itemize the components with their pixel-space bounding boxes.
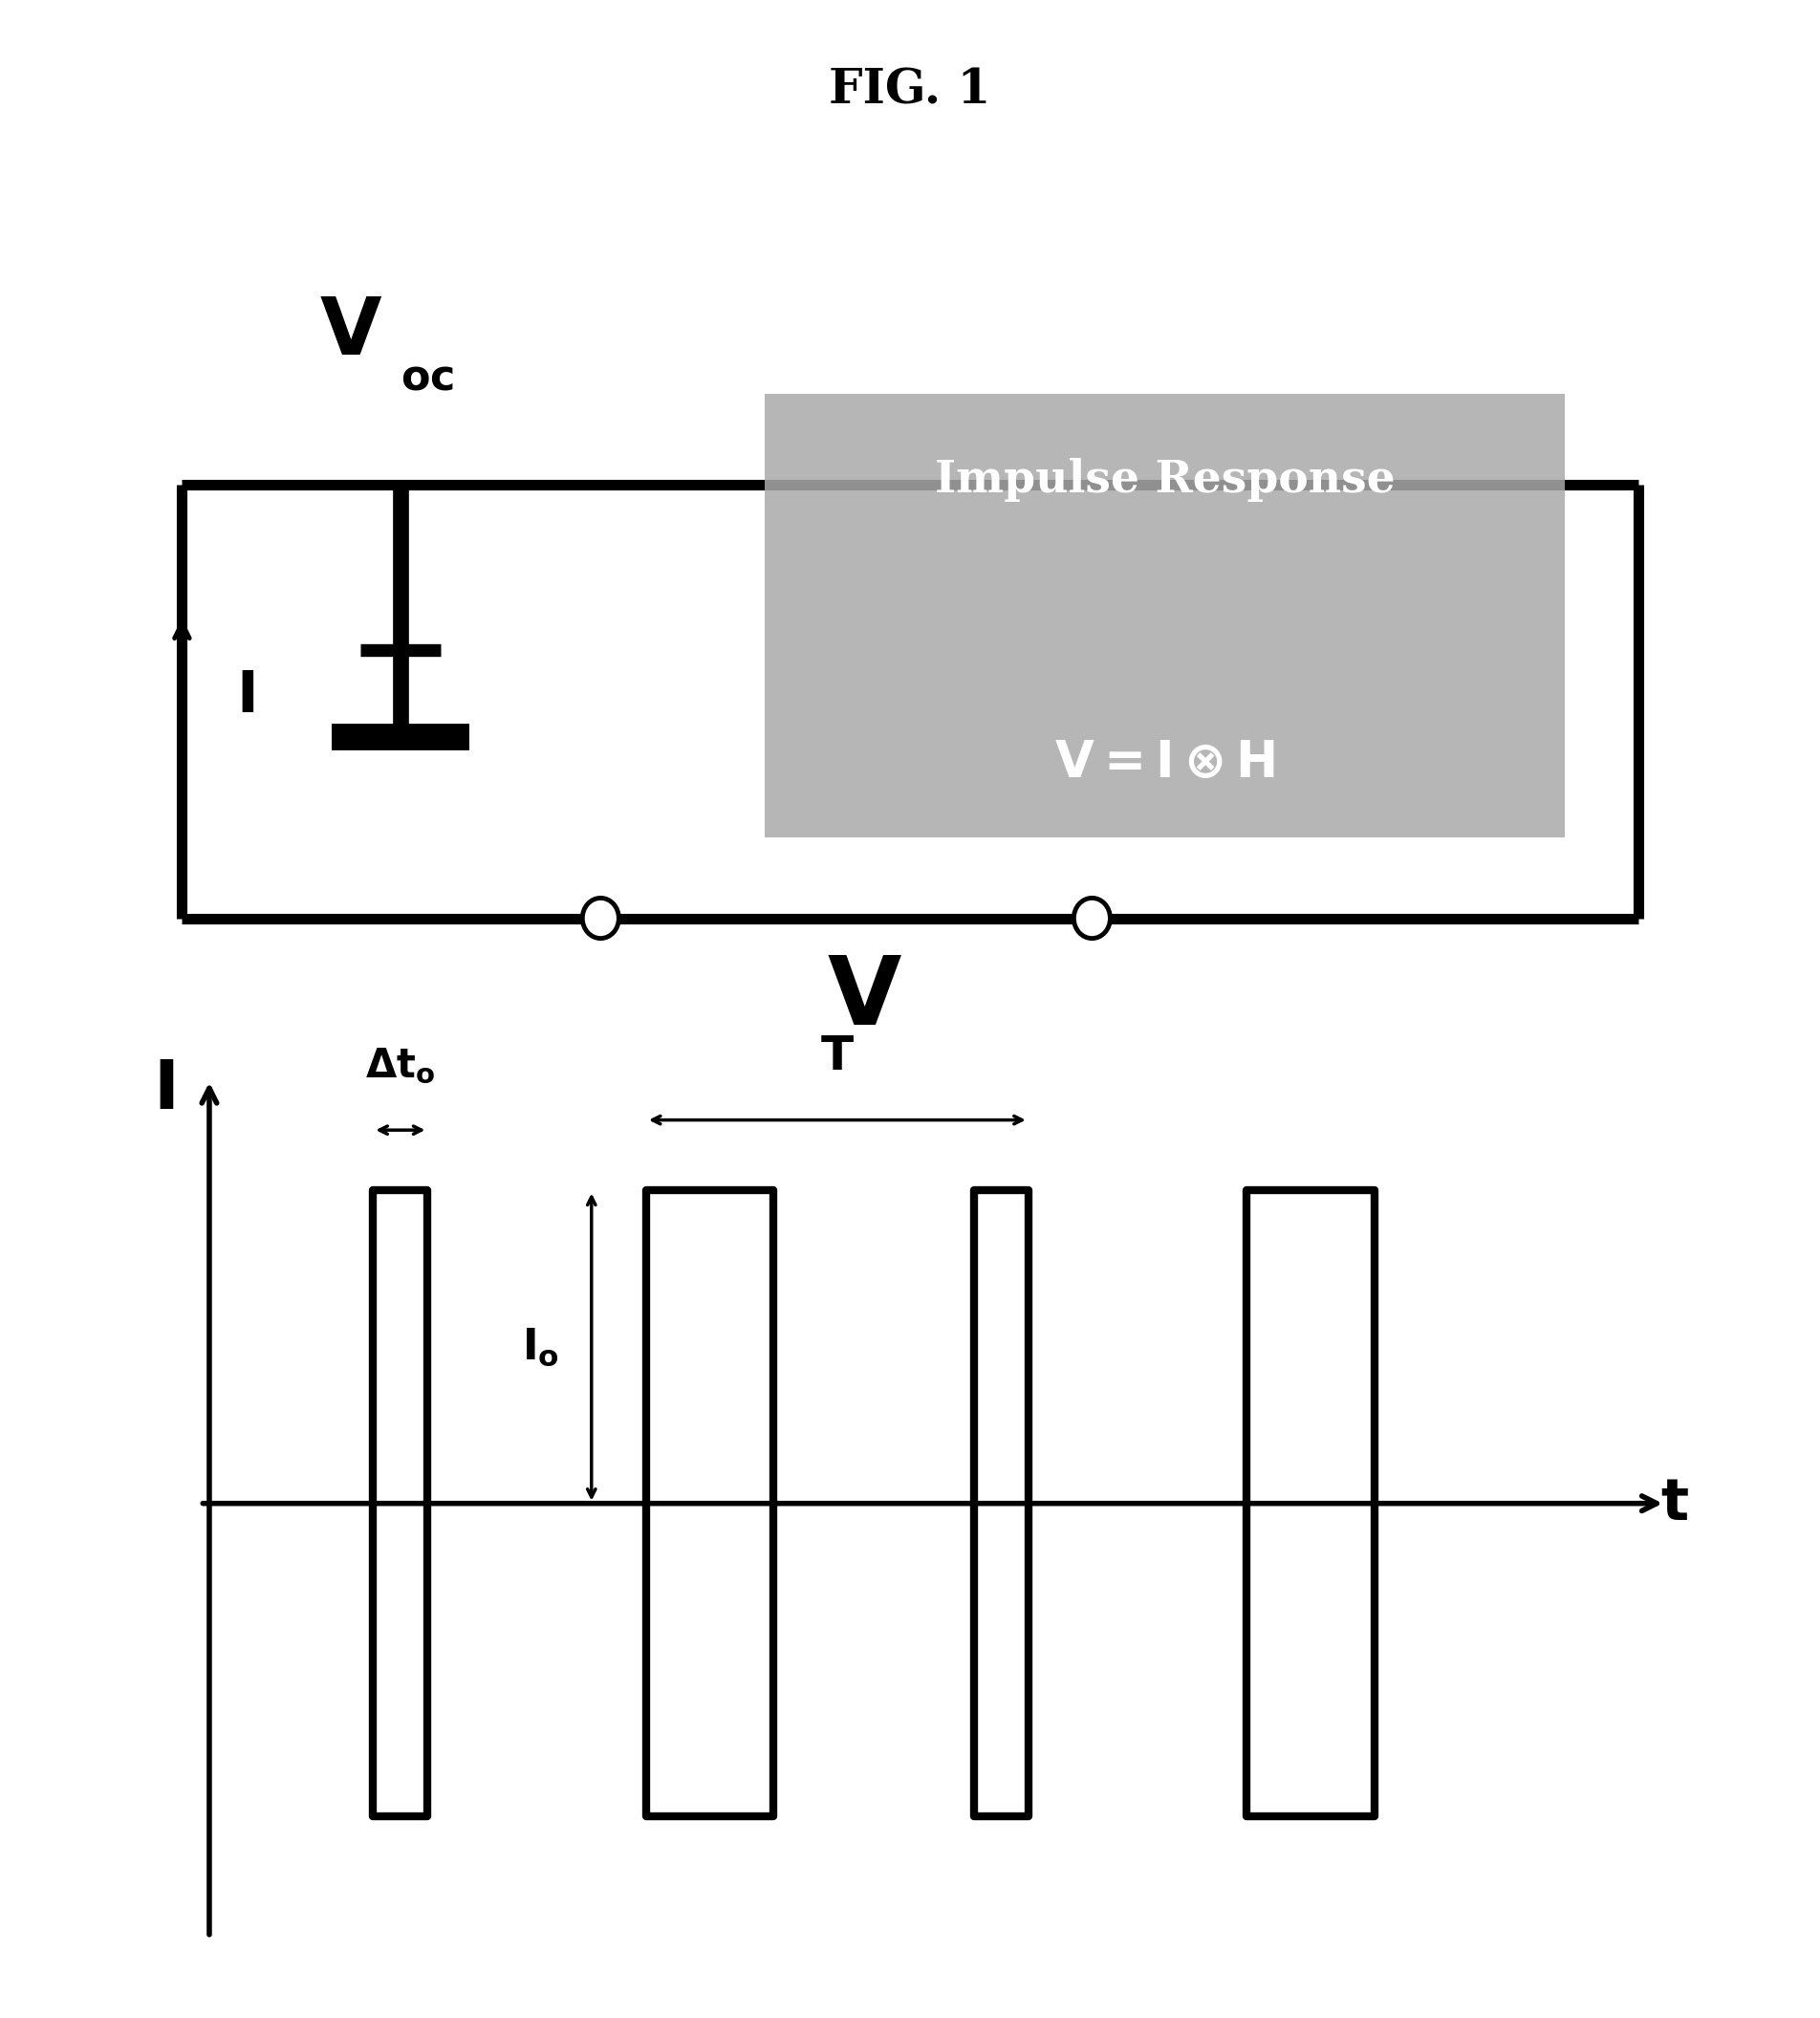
Text: $\mathbf{I_o}$: $\mathbf{I_o}$ [522, 1326, 559, 1368]
Bar [764, 394, 1565, 837]
Text: Impulse Response: Impulse Response [934, 458, 1396, 502]
Text: $\mathbf{I}$: $\mathbf{I}$ [153, 1055, 175, 1124]
Text: FIG. 1: FIG. 1 [830, 67, 990, 115]
Text: $\mathbf{T}$: $\mathbf{T}$ [821, 1033, 854, 1080]
Circle shape [582, 898, 619, 938]
Circle shape [1074, 898, 1110, 938]
Text: $\mathbf{\Delta t_o}$: $\mathbf{\Delta t_o}$ [366, 1045, 435, 1086]
Text: $\mathbf{t}$: $\mathbf{t}$ [1660, 1475, 1689, 1532]
Text: $\mathbf{V}$: $\mathbf{V}$ [320, 295, 382, 371]
Text: $\mathbf{I}$: $\mathbf{I}$ [237, 668, 255, 724]
Text: $\mathbf{oc}$: $\mathbf{oc}$ [400, 357, 455, 398]
Text: $\mathbf{V = I \otimes H}$: $\mathbf{V = I \otimes H}$ [1054, 739, 1276, 787]
Text: $\mathbf{V}$: $\mathbf{V}$ [826, 952, 903, 1045]
